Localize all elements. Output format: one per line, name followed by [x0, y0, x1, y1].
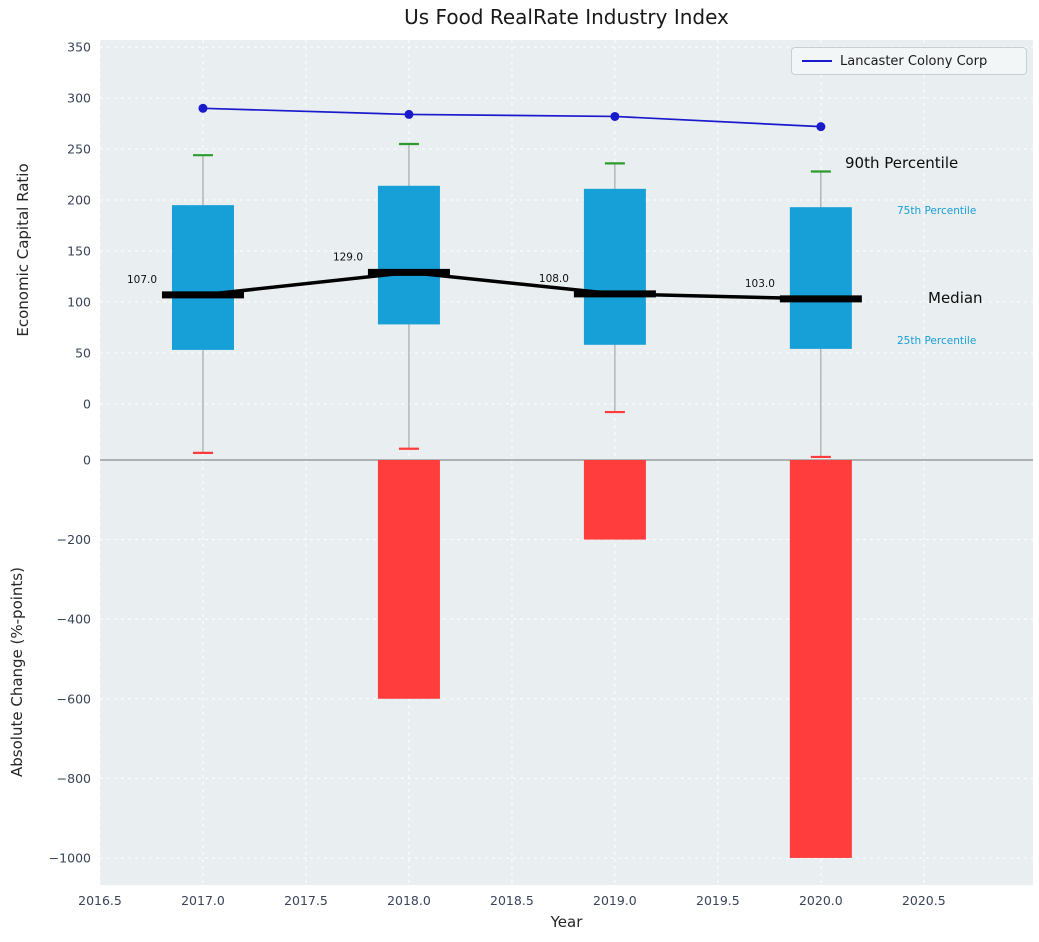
company-point	[610, 111, 620, 121]
annotation-75th-percentile: 75th Percentile	[897, 205, 977, 217]
median-line	[202, 270, 821, 301]
x-tick-label: 2019.0	[593, 893, 637, 908]
top-y-tick-label: 150	[67, 244, 91, 259]
legend: Lancaster Colony Corp	[791, 47, 1027, 75]
median-value-label: 103.0	[745, 278, 775, 290]
bottom-y-tick-label: −600	[57, 691, 91, 706]
chart-title: Us Food RealRate Industry Index	[404, 5, 729, 29]
top-y-tick-label: 100	[67, 294, 91, 309]
percentile-box	[377, 185, 440, 325]
negative-change-bar	[583, 460, 646, 540]
x-tick-label: 2018.5	[490, 893, 534, 908]
legend-line-swatch	[802, 60, 832, 62]
annotation-90th-percentile: 90th Percentile	[845, 154, 959, 172]
bottom-y-tick-label: −800	[57, 771, 91, 786]
legend-label: Lancaster Colony Corp	[840, 53, 988, 69]
x-tick-label: 2018.0	[387, 893, 431, 908]
top-y-axis-label: Economic Capital Ratio	[14, 163, 32, 337]
median-value-label: 129.0	[333, 251, 363, 263]
percentile-box	[789, 207, 852, 349]
top-y-tick-label: 250	[67, 142, 91, 157]
x-tick-label: 2019.5	[696, 893, 740, 908]
top-y-tick-label: 300	[67, 91, 91, 106]
x-tick-label: 2020.5	[902, 893, 946, 908]
bottom-y-tick-label: 0	[83, 453, 91, 468]
percentile-box	[583, 188, 646, 345]
x-tick-label: 2016.5	[78, 893, 122, 908]
company-point	[404, 109, 414, 119]
x-tick-label: 2017.0	[181, 893, 225, 908]
plot-background	[100, 40, 1033, 885]
negative-change-bar	[377, 460, 440, 699]
median-value-label: 108.0	[539, 273, 569, 285]
company-point	[198, 103, 208, 113]
top-y-tick-label: 50	[75, 345, 91, 360]
x-tick-label: 2017.5	[284, 893, 328, 908]
annotation-25th-percentile: 25th Percentile	[897, 335, 977, 347]
x-tick-label: 2020.0	[799, 893, 843, 908]
top-y-tick-label: 0	[83, 396, 91, 411]
bottom-y-tick-label: −1000	[49, 850, 91, 865]
bottom-y-tick-label: −400	[57, 612, 91, 627]
company-point	[816, 122, 826, 132]
company-line	[202, 107, 821, 128]
top-y-tick-label: 200	[67, 193, 91, 208]
median-value-label: 107.0	[127, 274, 157, 286]
bottom-y-axis-label: Absolute Change (%-points)	[8, 567, 26, 777]
percentile-box	[171, 205, 234, 350]
annotation-median: Median	[928, 289, 983, 307]
negative-change-bar	[789, 460, 852, 858]
bottom-y-tick-label: −200	[57, 532, 91, 547]
top-y-tick-label: 350	[67, 40, 91, 55]
x-axis-label: Year	[550, 913, 583, 931]
